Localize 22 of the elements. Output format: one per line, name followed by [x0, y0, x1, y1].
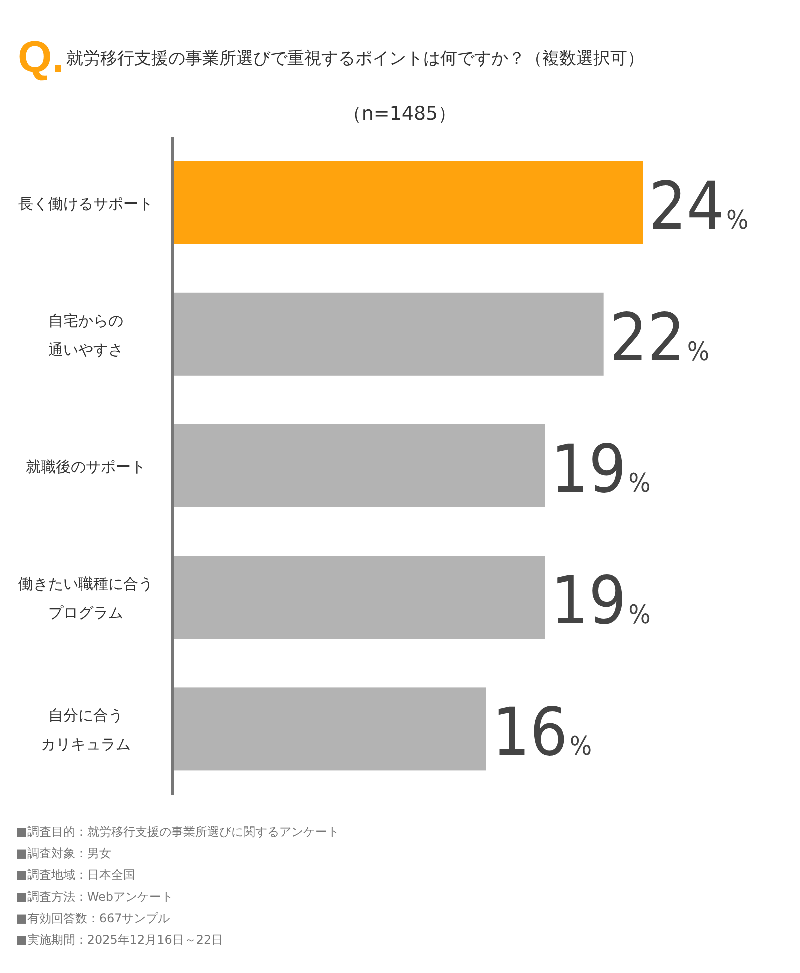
y-tick-label: 長く働けるサポート — [18, 194, 154, 213]
bar — [173, 161, 643, 244]
data-label: 22% — [610, 299, 710, 376]
data-label: 19% — [551, 431, 651, 508]
text: ■調査方法：Webアンケート — [16, 890, 174, 904]
chart-subtitle: （n=1485） — [342, 103, 458, 125]
data-label: 24% — [649, 168, 749, 245]
data-label: 16% — [492, 694, 592, 772]
y-tick-label: 自分に合うカリキュラム — [41, 706, 131, 754]
text: ■実施期間：2025年12月16日～22日 — [16, 933, 224, 947]
bar — [173, 292, 604, 376]
bar — [173, 688, 486, 771]
y-tick-label: 就職後のサポート — [26, 458, 146, 476]
text: ■調査対象：男女 — [16, 846, 112, 861]
data-label: 19% — [551, 562, 651, 640]
y-tick-label: 働きたい職種に合うプログラム — [18, 575, 154, 622]
bar — [173, 424, 546, 508]
text: ■調査地域：日本全国 — [16, 868, 136, 882]
text: ■有効回答数：667サンプル — [16, 911, 170, 926]
bar — [173, 556, 546, 640]
text: ■調査目的：就労移行支援の事業所選びに関するアンケート — [16, 825, 340, 839]
y-tick-label: 自宅からの通いやすさ — [48, 312, 124, 359]
